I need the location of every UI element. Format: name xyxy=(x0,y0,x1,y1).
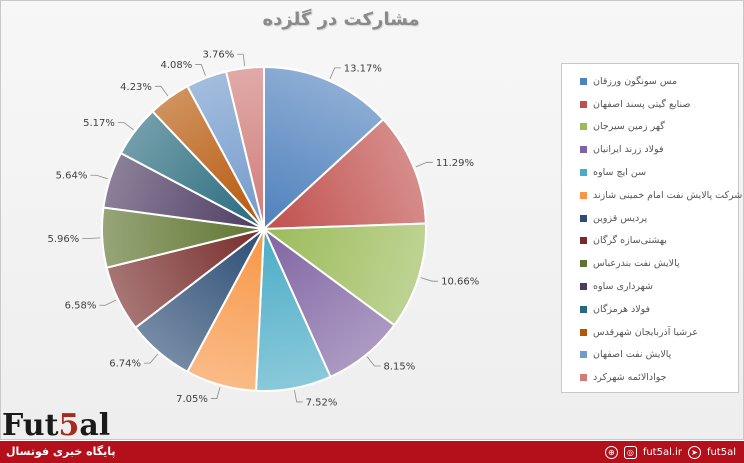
legend-label: فولاد هرمزگان xyxy=(593,303,651,315)
leader-line xyxy=(420,277,439,282)
leader-line xyxy=(366,356,381,367)
fut5al-logo: Fut5al xyxy=(2,408,110,444)
logo-text-part1: Fut xyxy=(2,408,59,443)
data-label: 5.17% xyxy=(83,118,115,129)
logo-text-part3: al xyxy=(79,408,111,443)
globe-icon[interactable]: ⊕ xyxy=(604,445,618,459)
legend-swatch xyxy=(580,328,587,336)
legend: مس سونگون ورزقان صنایع گیتی پسند اصفهان گه… xyxy=(561,63,742,393)
legend-swatch xyxy=(580,305,587,313)
data-label: 10.66% xyxy=(441,277,479,288)
leader-line xyxy=(154,85,169,97)
legend-swatch xyxy=(580,283,587,291)
pie-chart: 13.17% 11.29% 10.66% 8.15% 7.52% 7.05% 6.74% 6.… xyxy=(47,50,479,409)
tagline: پایگاه خبری فوتسال xyxy=(6,445,116,458)
legend-swatch xyxy=(580,77,587,85)
legend-swatch xyxy=(580,123,587,131)
legend-swatch xyxy=(580,374,587,382)
legend-label: عرشیا آذربایجان شهرقدس xyxy=(593,326,699,338)
legend-label: شهرداری ساوه xyxy=(593,281,653,293)
legend-swatch xyxy=(580,191,587,199)
legend-swatch xyxy=(580,169,587,177)
instagram-icon[interactable]: ◎ xyxy=(623,445,637,459)
data-label: 5.64% xyxy=(56,171,88,182)
legend-item: فولاد هرمزگان xyxy=(580,298,730,321)
data-label: 6.74% xyxy=(109,359,141,370)
legend-swatch xyxy=(580,100,587,108)
pie-slice xyxy=(224,65,265,230)
logo-text-part2: 5 xyxy=(58,408,80,443)
site-url[interactable]: fut5al.ir xyxy=(642,446,682,458)
legend-item: شرکت پالایش نفت امام خمینی شازند xyxy=(580,184,742,207)
leader-line xyxy=(99,299,117,306)
legend-item: پالایش نفت اصفهان xyxy=(580,344,730,367)
leader-line xyxy=(237,53,246,67)
legend-item: مس سونگون ورزقان xyxy=(580,70,730,93)
data-label: 11.29% xyxy=(436,158,474,169)
legend-item: بهشتی‌سازه گرگان xyxy=(580,230,730,253)
footer-bar: پایگاه خبری فوتسال ⊕ ◎ fut5al.ir ➤ fut5a… xyxy=(0,441,744,463)
legend-item: سن ایچ ساوه xyxy=(580,161,730,184)
legend-label: بهشتی‌سازه گرگان xyxy=(593,235,667,247)
data-label: 13.17% xyxy=(344,63,382,74)
legend-swatch xyxy=(580,237,587,245)
legend-item: شهرداری ساوه xyxy=(580,275,730,298)
legend-item: صنایع گیتی پسند اصفهان xyxy=(580,93,730,116)
leader-line xyxy=(82,237,101,239)
leader-line xyxy=(294,390,303,403)
legend-label: پردیس قزوین xyxy=(593,212,648,224)
legend-label: پالایش نفت اصفهان xyxy=(593,349,672,361)
data-label: 7.52% xyxy=(306,397,338,408)
legend-item: جوادالائمه شهرکرد xyxy=(580,366,730,389)
data-label: 7.05% xyxy=(176,394,208,405)
leader-line xyxy=(195,64,206,76)
chart-title: مشارکت در گلزده xyxy=(262,9,420,30)
legend-item: عرشیا آذربایجان شهرقدس xyxy=(580,321,730,344)
leader-line xyxy=(210,386,221,399)
telegram-icon[interactable]: ➤ xyxy=(687,445,701,459)
data-label: 4.08% xyxy=(160,60,192,71)
legend-swatch xyxy=(580,351,587,359)
legend-swatch xyxy=(580,214,587,222)
legend-label: شرکت پالایش نفت امام خمینی شازند xyxy=(593,189,743,201)
legend-item: فولاد زرند ایرانیان xyxy=(580,138,730,161)
pie-slice xyxy=(261,117,427,231)
social-handle[interactable]: fut5al xyxy=(706,446,736,458)
leader-line xyxy=(415,161,433,168)
legend-item: گهر زمین سیرجان xyxy=(580,116,730,139)
legend-label: صنایع گیتی پسند اصفهان xyxy=(593,98,691,110)
pie-slice xyxy=(261,222,427,327)
data-label: 3.76% xyxy=(202,50,234,61)
legend-item: پردیس قزوین xyxy=(580,207,730,230)
chart-area: مشارکت در گلزده 13.17% 11.29% 10.66% 8.15% 7… xyxy=(0,0,744,440)
legend-label: سن ایچ ساوه xyxy=(593,167,647,179)
leader-line xyxy=(329,67,341,79)
data-label: 4.23% xyxy=(120,82,152,93)
legend-label: مس سونگون ورزقان xyxy=(593,75,678,87)
leader-line xyxy=(90,174,108,180)
data-label: 8.15% xyxy=(384,361,416,372)
legend-label: گهر زمین سیرجان xyxy=(593,121,665,133)
data-label: 6.58% xyxy=(65,301,97,312)
legend-label: پالایش نفت بندرعباس xyxy=(593,258,680,270)
legend-swatch xyxy=(580,260,587,268)
footer-social: ⊕ ◎ fut5al.ir ➤ fut5al xyxy=(604,441,736,463)
legend-label: جوادالائمه شهرکرد xyxy=(593,372,667,384)
leader-line xyxy=(117,122,134,131)
leader-line xyxy=(144,353,159,364)
pie-slice xyxy=(263,65,385,232)
legend-item: پالایش نفت بندرعباس xyxy=(580,252,730,275)
legend-label: فولاد زرند ایرانیان xyxy=(593,144,664,156)
data-label: 5.96% xyxy=(47,234,79,245)
legend-swatch xyxy=(580,146,587,154)
